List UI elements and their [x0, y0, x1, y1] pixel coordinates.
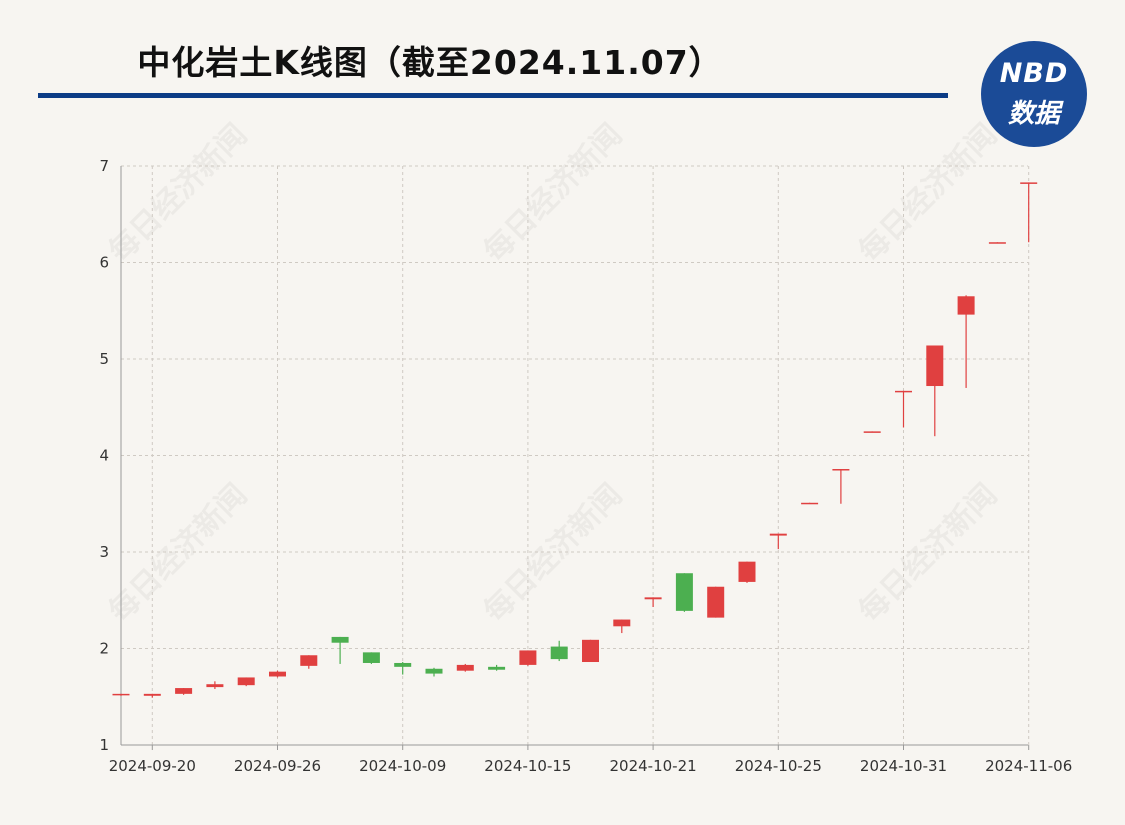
y-tick-label: 6: [99, 254, 109, 272]
candle-body: [957, 296, 975, 315]
axes-layer: [120, 166, 1030, 750]
candle-body: [425, 668, 443, 674]
candle-body: [331, 636, 349, 643]
x-tick-label: 2024-10-21: [610, 757, 697, 775]
candle-body: [175, 688, 193, 694]
candle: [456, 663, 474, 672]
page-title: 中化岩土K线图（截至2024.11.07）: [137, 43, 723, 82]
x-tick-label: 2024-09-20: [109, 757, 196, 775]
candle-body: [582, 639, 599, 663]
candle: [863, 431, 881, 433]
candle-body: [988, 242, 1006, 244]
watermark-text: 每日经济新闻: [102, 117, 254, 269]
candle: [926, 345, 944, 437]
candle: [1020, 182, 1038, 243]
watermark-text: 每日经济新闻: [852, 477, 1004, 629]
candle: [519, 650, 537, 666]
candle-body: [519, 650, 537, 665]
candle-body: [550, 646, 568, 660]
candle: [769, 533, 787, 550]
watermark-text: 每日经济新闻: [852, 117, 1004, 269]
candle: [988, 242, 1006, 244]
x-tick-label: 2024-09-26: [234, 757, 321, 775]
candle: [895, 390, 912, 428]
candle-body: [300, 655, 318, 666]
title-underline: [38, 93, 948, 98]
y-tick-label: 1: [99, 736, 109, 754]
candle: [175, 688, 193, 695]
candle: [738, 561, 756, 583]
y-tick-label: 3: [99, 543, 109, 561]
candle-body: [143, 693, 161, 696]
grid-layer: [121, 165, 1030, 745]
candle-body: [707, 586, 725, 618]
candle-body: [269, 671, 286, 677]
x-tick-label: 2024-10-25: [735, 757, 822, 775]
candle-body: [801, 502, 819, 505]
candle: [394, 662, 412, 675]
y-tick-label: 2: [99, 640, 109, 658]
tick-labels-layer: 1 2 3 4 5 6 7 2024-09-20 2024-09-26 2024-10-09 202…: [99, 157, 1072, 775]
candle-body: [863, 431, 881, 433]
candle-body: [675, 573, 693, 611]
x-tick-label: 2024-10-31: [860, 757, 947, 775]
x-tick-label: 2024-10-15: [484, 757, 571, 775]
candle-body: [926, 345, 944, 387]
y-tick-label: 5: [99, 350, 109, 368]
candle: [613, 619, 631, 634]
candle-body: [613, 619, 631, 627]
candle: [300, 655, 318, 669]
candle: [675, 573, 693, 612]
logo-text-top: NBD: [999, 58, 1069, 89]
candle: [832, 469, 850, 504]
candle: [206, 681, 224, 690]
watermark-text: 每日经济新闻: [477, 477, 629, 629]
y-tick-label: 4: [99, 447, 109, 465]
candle: [143, 693, 161, 698]
y-tick-label: 7: [99, 157, 109, 175]
candle-body: [895, 390, 912, 393]
candle-body: [237, 677, 255, 686]
candle: [237, 677, 255, 687]
x-tick-label: 2024-11-06: [985, 757, 1072, 775]
candle: [644, 597, 662, 608]
candle-body: [769, 533, 787, 536]
candle-body: [488, 666, 506, 670]
candle: [582, 639, 599, 663]
candle: [707, 586, 725, 618]
candle: [550, 640, 568, 662]
candle: [269, 670, 286, 678]
candle-body: [394, 662, 412, 667]
logo-text-bottom: 数据: [1007, 99, 1060, 129]
candles-layer: [112, 182, 1038, 698]
watermark-text: 每日经济新闻: [477, 117, 629, 269]
nbd-logo-badge: NBD 数据: [981, 41, 1087, 147]
candle-body: [644, 597, 662, 600]
candle: [957, 295, 975, 388]
candle: [331, 636, 349, 664]
candle-body: [1020, 182, 1038, 184]
candle-body: [456, 664, 474, 671]
candle-body: [112, 693, 130, 696]
candle: [801, 502, 819, 505]
candle-body: [206, 684, 224, 688]
candle-body: [738, 561, 756, 582]
candle: [425, 667, 443, 677]
candle-body: [362, 652, 380, 663]
candle: [112, 693, 130, 696]
watermark-text: 每日经济新闻: [102, 477, 254, 629]
candle: [362, 652, 380, 664]
x-tick-label: 2024-10-09: [359, 757, 446, 775]
candle-body: [832, 469, 850, 471]
candle: [488, 664, 506, 671]
